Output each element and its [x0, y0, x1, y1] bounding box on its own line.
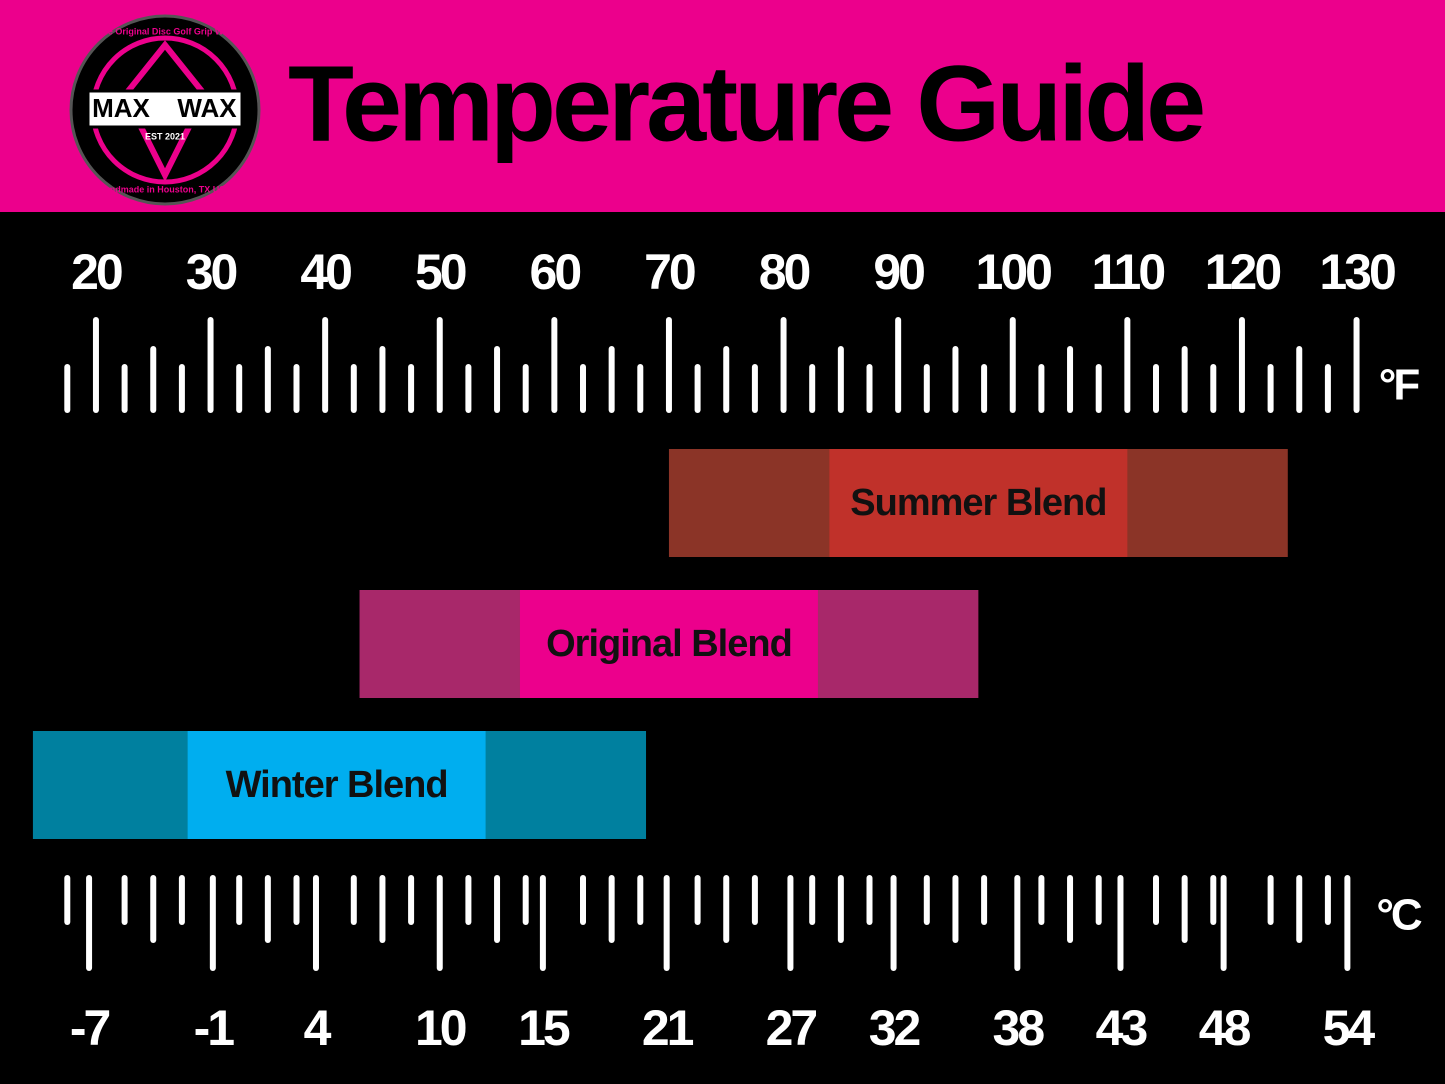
x2-tick-label: 27: [766, 1000, 817, 1056]
bar-label: Winter Blend: [226, 764, 448, 806]
x-tick-label: 50: [415, 244, 466, 300]
x2-tick-label: 38: [993, 1000, 1045, 1056]
x-unit: °F: [1379, 361, 1420, 410]
x-tick-label: 30: [186, 244, 237, 300]
logo-ring-text: The Original Disc Golf Grip Wax: [97, 26, 233, 36]
x2-tick-label: 21: [642, 1000, 694, 1056]
x2-tick-label: 15: [518, 1000, 570, 1056]
chart-title: Temperature Guide: [288, 43, 1203, 164]
bar-label: Summer Blend: [850, 482, 1106, 524]
logo-ring-text: Handmade in Houston, TX USA: [98, 184, 232, 194]
logo-brand: WAX: [177, 93, 237, 123]
x-tick-label: 70: [644, 244, 695, 300]
logo-plate: [86, 89, 244, 129]
logo: MAX WAX EST 2021 The Original Disc Golf …: [69, 14, 261, 206]
x2-tick-label: -7: [70, 1000, 110, 1056]
logo-brand: MAX: [92, 93, 150, 123]
x2-tick-label: 10: [415, 1000, 466, 1056]
x2-tick-label: 4: [304, 1000, 332, 1056]
x2-tick-label: 32: [869, 1000, 920, 1056]
bar-label: Original Blend: [546, 623, 792, 665]
x2-tick-label: 43: [1096, 1000, 1147, 1056]
logo-emblem: [121, 40, 209, 182]
x2-tick-label: 48: [1199, 1000, 1251, 1056]
x-tick-label: 80: [759, 244, 810, 300]
optimal-range-bar: [829, 449, 1128, 557]
x-tick-label: 60: [530, 244, 581, 300]
logo-est: EST 2021: [145, 131, 185, 141]
x2-unit: °C: [1376, 891, 1422, 940]
x-tick-label: 40: [300, 244, 351, 300]
optimal-range-bar: [519, 590, 818, 698]
x2-tick-label: 54: [1323, 1000, 1376, 1056]
optimal-range-bar: [187, 731, 486, 839]
x2-tick-label: -1: [194, 1000, 235, 1056]
x-tick-label: 20: [71, 244, 122, 300]
x-tick-label: 90: [873, 244, 924, 300]
x-tick-label: 100: [976, 244, 1052, 300]
x-tick-label: 130: [1319, 244, 1395, 300]
x-tick-label: 110: [1092, 244, 1165, 300]
x-tick-label: 120: [1205, 244, 1281, 300]
